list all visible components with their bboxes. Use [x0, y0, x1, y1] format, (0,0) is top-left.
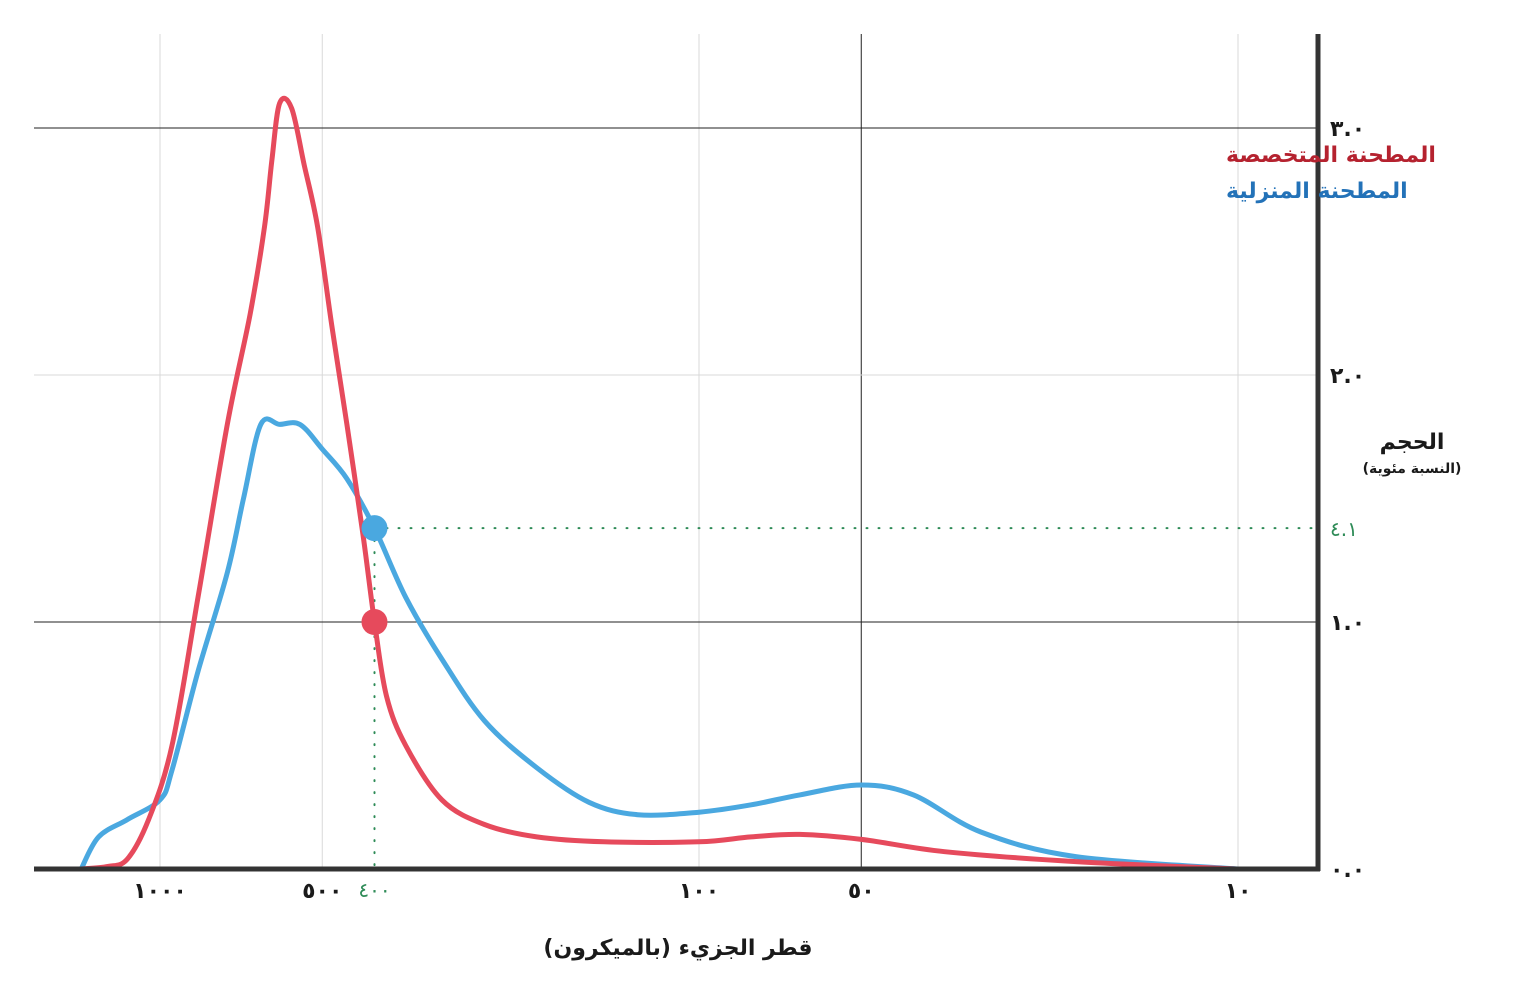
- x-axis-title: قطر الجزيء (بالميكرون): [543, 936, 812, 961]
- axis-titles: قطر الجزيء (بالميكرون) الحجم (النسبة مئوية…: [543, 430, 1461, 961]
- y-axis-subtitle: (النسبة مئوية): [1363, 461, 1462, 477]
- y-axis-title: الحجم: [1380, 430, 1445, 455]
- highlight-y-label: ٤.١: [1330, 517, 1358, 541]
- y-tick-label: ٣.٠: [1330, 117, 1365, 142]
- series-line: [78, 95, 1241, 872]
- legend: المطحنة المتخصصة المطحنة المنزلية: [1226, 143, 1436, 204]
- series-line: [78, 416, 1241, 872]
- x-tick-label: ١٠: [1225, 879, 1252, 904]
- x-tick-label: ١٠٠: [679, 879, 719, 904]
- highlight-x-label: ٤٠٠: [358, 878, 390, 902]
- x-tick-label: ١٠٠٠: [133, 879, 187, 904]
- axis-layer: ١٠٠٠ ٥٠٠ ١٠٠ ٥٠ ١٠ ٠.٠ ١.٠ ٢.٠ ٣.٠ ٤٠٠ ٤.١: [34, 34, 1365, 904]
- legend-entry: المطحنة المتخصصة: [1226, 143, 1436, 168]
- series-layer: [78, 95, 1241, 872]
- series-marker: [361, 609, 388, 635]
- y-tick-label: ٢.٠: [1330, 364, 1365, 389]
- x-tick-label: ٥٠: [848, 879, 875, 904]
- y-tick-label: ١.٠: [1330, 611, 1365, 636]
- series-marker: [361, 515, 388, 542]
- y-tick-label: ٠.٠: [1330, 858, 1365, 883]
- highlight-guides: [373, 527, 1319, 870]
- legend-entry: المطحنة المنزلية: [1226, 179, 1408, 204]
- x-tick-label: ٥٠٠: [302, 879, 342, 904]
- grid-layer: [34, 34, 1318, 869]
